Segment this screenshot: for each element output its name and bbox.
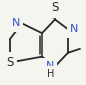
Text: N: N [70, 24, 78, 34]
Text: H: H [47, 69, 54, 79]
Text: N: N [12, 18, 20, 28]
Text: S: S [6, 56, 14, 69]
Text: N: N [46, 61, 54, 71]
Text: S: S [51, 1, 59, 14]
